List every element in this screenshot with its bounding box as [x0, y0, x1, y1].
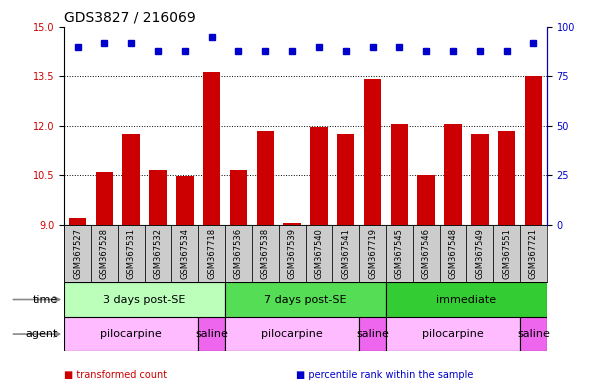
Bar [359, 225, 386, 282]
Text: ■ transformed count: ■ transformed count [64, 370, 167, 380]
Bar [198, 225, 225, 282]
Text: GSM367549: GSM367549 [475, 228, 485, 279]
Bar [466, 225, 493, 282]
Text: GSM367546: GSM367546 [422, 228, 431, 279]
Bar [230, 170, 247, 225]
Bar [520, 225, 547, 282]
Bar [225, 225, 252, 282]
Text: GSM367721: GSM367721 [529, 228, 538, 279]
Bar [252, 225, 279, 282]
Bar [471, 134, 489, 225]
Text: GSM367528: GSM367528 [100, 228, 109, 279]
Bar [176, 176, 194, 225]
Text: ■ percentile rank within the sample: ■ percentile rank within the sample [296, 370, 474, 380]
Bar [386, 317, 520, 351]
Text: saline: saline [356, 329, 389, 339]
Text: GSM367719: GSM367719 [368, 228, 377, 279]
Bar [284, 223, 301, 225]
Bar [498, 131, 515, 225]
Bar [386, 282, 547, 317]
Bar [439, 225, 466, 282]
Text: GSM367539: GSM367539 [288, 228, 296, 279]
Bar [96, 172, 113, 225]
Text: agent: agent [26, 329, 58, 339]
Bar [310, 127, 327, 225]
Text: saline: saline [195, 329, 228, 339]
Text: time: time [33, 295, 58, 305]
Text: GSM367538: GSM367538 [261, 228, 270, 279]
Text: GSM367531: GSM367531 [126, 228, 136, 279]
Bar [417, 175, 435, 225]
Text: GSM367548: GSM367548 [448, 228, 458, 279]
Text: GSM367551: GSM367551 [502, 228, 511, 279]
Text: GSM367540: GSM367540 [315, 228, 323, 279]
Text: GSM367718: GSM367718 [207, 228, 216, 279]
Bar [145, 225, 172, 282]
Bar [337, 134, 354, 225]
Bar [122, 134, 140, 225]
Bar [64, 317, 198, 351]
Bar [64, 225, 91, 282]
Text: GSM367541: GSM367541 [341, 228, 350, 279]
Text: saline: saline [517, 329, 550, 339]
Text: GSM367536: GSM367536 [234, 228, 243, 279]
Bar [520, 317, 547, 351]
Text: GSM367534: GSM367534 [180, 228, 189, 279]
Bar [525, 76, 542, 225]
Bar [386, 225, 413, 282]
Bar [413, 225, 439, 282]
Text: 3 days post-SE: 3 days post-SE [103, 295, 186, 305]
Bar [279, 225, 306, 282]
Text: GDS3827 / 216069: GDS3827 / 216069 [64, 10, 196, 24]
Bar [306, 225, 332, 282]
Bar [69, 218, 86, 225]
Bar [444, 124, 462, 225]
Text: pilocarpine: pilocarpine [422, 329, 484, 339]
Bar [225, 282, 386, 317]
Bar [493, 225, 520, 282]
Bar [172, 225, 198, 282]
Text: pilocarpine: pilocarpine [262, 329, 323, 339]
Bar [198, 317, 225, 351]
Text: GSM367545: GSM367545 [395, 228, 404, 279]
Bar [64, 282, 225, 317]
Bar [257, 131, 274, 225]
Bar [91, 225, 118, 282]
Bar [118, 225, 145, 282]
Bar [390, 124, 408, 225]
Text: GSM367532: GSM367532 [153, 228, 163, 279]
Text: 7 days post-SE: 7 days post-SE [264, 295, 347, 305]
Bar [149, 170, 167, 225]
Text: GSM367527: GSM367527 [73, 228, 82, 279]
Bar [332, 225, 359, 282]
Bar [364, 79, 381, 225]
Bar [225, 317, 359, 351]
Bar [203, 72, 221, 225]
Bar [359, 317, 386, 351]
Text: immediate: immediate [436, 295, 497, 305]
Text: pilocarpine: pilocarpine [100, 329, 162, 339]
